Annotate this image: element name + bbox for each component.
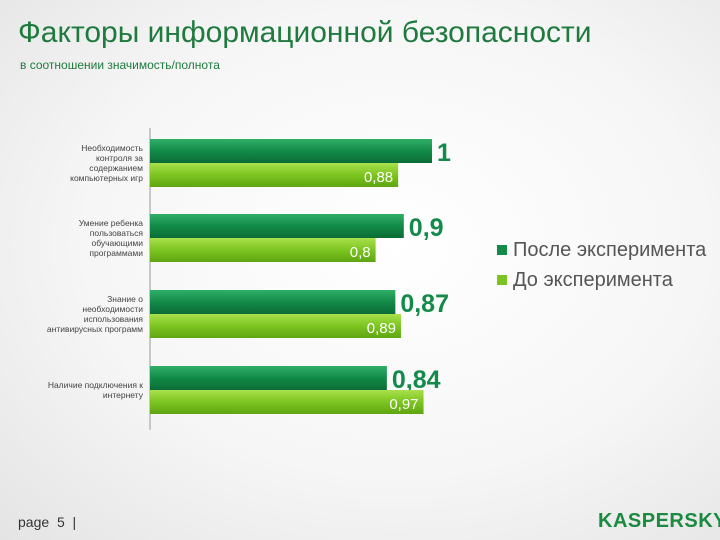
- category-label-line: программами: [89, 248, 143, 258]
- data-label-before: 0,8: [350, 244, 371, 261]
- category-label-line: использования: [84, 314, 144, 324]
- category-label: Знание о необходимости использования антиви…: [47, 294, 143, 334]
- page-number-value: 5: [56, 514, 65, 530]
- category-label-line: обучающими: [91, 238, 143, 248]
- bar-after: [150, 214, 404, 238]
- page-title: Факторы информационной безопасности: [18, 16, 592, 49]
- category-label: Необходимость контроля за содержанием компь…: [70, 143, 143, 183]
- category-label-line: Необходимость: [81, 143, 143, 153]
- bar-before: [150, 314, 401, 338]
- page-number: page 5 |: [18, 514, 76, 530]
- bar-after: [150, 366, 387, 390]
- bar-before: [150, 390, 424, 414]
- category-label-line: Знание о: [107, 294, 143, 304]
- data-label-after: 1: [437, 139, 451, 167]
- data-label-after: 0,87: [400, 290, 449, 318]
- page-label: page: [18, 514, 50, 530]
- category-label-line: содержанием: [89, 163, 143, 173]
- data-label-after: 0,84: [392, 366, 441, 394]
- bar-before: [150, 163, 399, 187]
- category-label-line: Умение ребенка: [79, 218, 144, 228]
- data-label-before: 0,88: [364, 169, 393, 186]
- data-label-before: 0,97: [389, 396, 418, 413]
- category-label-line: пользоваться: [90, 228, 144, 238]
- legend-label-before: До эксперимента: [513, 269, 673, 291]
- page-separator: |: [72, 514, 77, 530]
- category-label-line: Наличие подключения к: [48, 380, 143, 390]
- page-subtitle: в соотношении значимость/полнота: [20, 58, 220, 72]
- legend-swatch-before: [497, 275, 507, 285]
- legend-swatch-after: [497, 245, 507, 255]
- category-label-line: компьютерных игр: [70, 173, 143, 183]
- data-label-before: 0,89: [367, 320, 396, 337]
- category-label: Умение ребенка пользоваться обучающими прог…: [79, 218, 144, 258]
- category-label-line: антивирусных программ: [47, 324, 143, 334]
- legend-item-after: После эксперимента: [497, 238, 713, 262]
- chart-legend: После эксперимента До эксперимента: [497, 238, 713, 298]
- bar-after: [150, 290, 396, 314]
- legend-label-after: После эксперимента: [513, 239, 707, 261]
- bar-before: [150, 238, 376, 262]
- data-label-after: 0,9: [409, 214, 444, 242]
- logo-text: KASPERSKY: [598, 510, 720, 532]
- category-label: Наличие подключения к интернету: [48, 380, 144, 400]
- kaspersky-logo: KASPERSKYlab: [598, 510, 720, 533]
- category-label-line: необходимости: [82, 304, 143, 314]
- category-label-line: интернету: [103, 390, 144, 400]
- bar-after: [150, 139, 432, 163]
- legend-item-before: До эксперимента: [497, 268, 713, 292]
- category-label-line: контроля за: [96, 153, 143, 163]
